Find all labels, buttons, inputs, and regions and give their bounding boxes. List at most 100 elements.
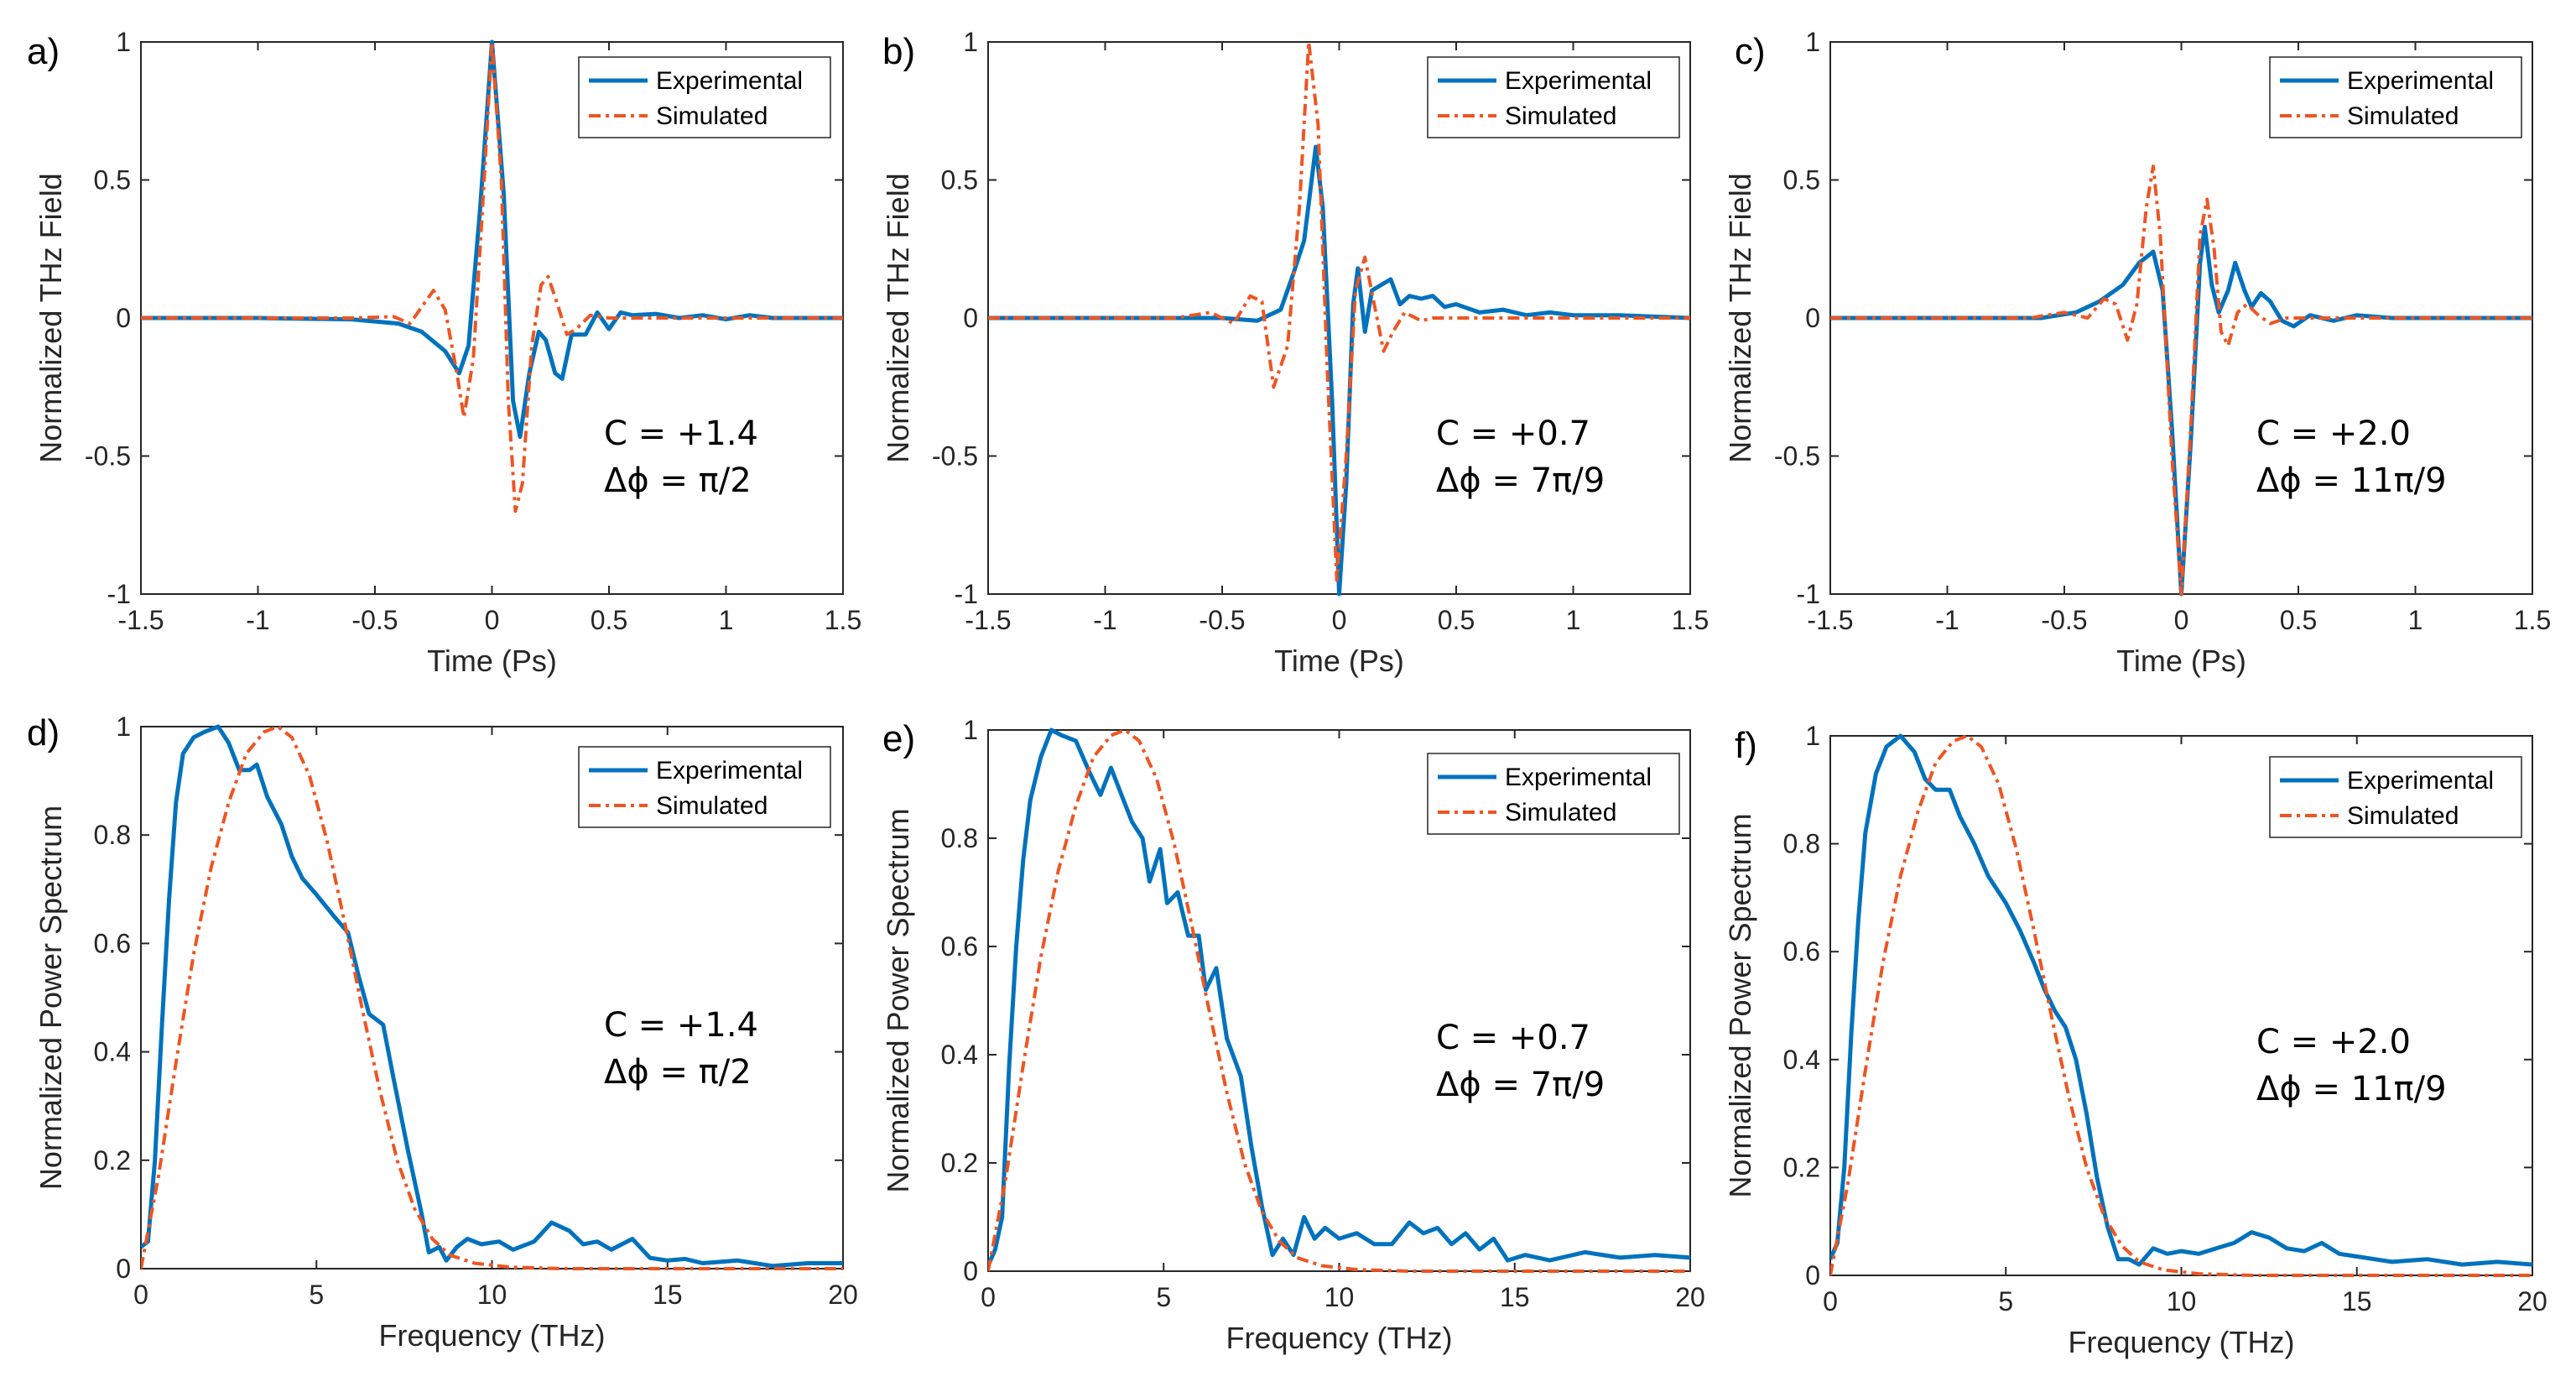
legend-label: Experimental [2347, 67, 2494, 95]
legend-label: Simulated [2347, 802, 2459, 830]
legend-label: Simulated [2347, 102, 2459, 130]
x-tick-label: 5 [1998, 1286, 2013, 1316]
x-tick-label: -1.5 [117, 605, 164, 635]
x-tick-label: 1 [2408, 605, 2423, 635]
y-axis-label: Normalized Power Spectrum [881, 808, 915, 1192]
x-tick-label: 20 [2517, 1286, 2547, 1316]
y-tick-label: 1 [963, 715, 978, 745]
y-tick-label: 1 [963, 27, 978, 57]
legend-box [578, 746, 831, 828]
x-tick-label: -1.5 [1807, 605, 1853, 635]
x-tick-label: 15 [653, 1280, 683, 1310]
x-tick-label: -0.5 [1199, 605, 1245, 635]
x-tick-label: 0 [2174, 605, 2189, 635]
x-axis-label: Frequency (THz) [378, 1318, 605, 1353]
y-tick-label: 0.6 [94, 928, 131, 958]
annotation-phase: Δϕ = π/2 [604, 1053, 752, 1092]
legend-label: Experimental [1505, 67, 1652, 95]
y-tick-label: 0 [963, 303, 978, 333]
x-tick-label: -1 [1935, 605, 1959, 635]
y-tick-label: 0 [1805, 1260, 1820, 1290]
x-axis-label: Time (Ps) [2116, 644, 2246, 678]
x-tick-label: 0 [133, 1280, 148, 1310]
annotation-phase: Δϕ = 7π/9 [1436, 1066, 1605, 1104]
x-tick-label: 5 [1156, 1282, 1171, 1312]
annotation-c-value: C = +0.7 [1436, 1019, 1590, 1057]
y-tick-label: 0.5 [94, 165, 131, 196]
legend-box [2269, 56, 2522, 138]
y-tick-label: 0.4 [941, 1040, 978, 1070]
legend: Experimental Simulated [578, 56, 831, 138]
y-tick-label: -1 [107, 579, 131, 609]
legend: Experimental Simulated [1427, 753, 1680, 835]
y-tick-label: 0.5 [1783, 165, 1820, 196]
y-tick-label: -1 [1797, 579, 1820, 609]
y-tick-label: 0.5 [941, 165, 978, 196]
y-axis-label: Normalized THz Field [34, 173, 68, 462]
y-tick-label: 0 [116, 1254, 131, 1284]
experimental-line [988, 727, 1690, 1267]
annotation-phase: Δϕ = π/2 [604, 461, 752, 500]
x-tick-label: 10 [2167, 1286, 2197, 1316]
annotation-phase: Δϕ = 11π/9 [2256, 461, 2447, 500]
y-tick-label: 0.6 [941, 931, 978, 962]
x-tick-label: 0 [1823, 1286, 1838, 1316]
y-tick-label: 0 [116, 303, 131, 333]
x-tick-label: 5 [309, 1280, 324, 1310]
legend-box [1427, 753, 1680, 835]
x-tick-label: 0 [981, 1282, 996, 1312]
x-tick-label: 10 [477, 1280, 507, 1310]
x-tick-label: 0 [485, 605, 500, 635]
y-tick-label: 1 [1805, 721, 1820, 751]
y-tick-label: 1 [116, 27, 131, 57]
legend-box [1427, 56, 1680, 138]
x-tick-label: -1.5 [965, 605, 1011, 635]
panel-label: e) [882, 718, 915, 759]
legend: Experimental Simulated [1427, 56, 1680, 138]
annotation-phase: Δϕ = 7π/9 [1436, 461, 1605, 500]
x-tick-label: -0.5 [351, 605, 398, 635]
x-tick-label: 15 [2342, 1286, 2372, 1316]
y-tick-label: 0.2 [94, 1145, 131, 1176]
y-tick-label: -0.5 [1774, 441, 1820, 472]
x-tick-label: 0.5 [591, 605, 627, 635]
panel-label: b) [882, 31, 915, 72]
simulated-line [988, 728, 1690, 1273]
x-tick-label: -1 [246, 605, 269, 635]
y-tick-label: 1 [1805, 27, 1820, 57]
y-tick-label: 0 [1805, 303, 1820, 333]
simulated-line [141, 40, 843, 514]
simulated-line [988, 40, 1690, 582]
experimental-line [141, 39, 843, 439]
x-tick-label: 15 [1500, 1282, 1530, 1312]
legend-label: Simulated [656, 792, 768, 820]
simulated-line [1830, 164, 2532, 596]
y-tick-label: 1 [116, 712, 131, 742]
legend: Experimental Simulated [578, 746, 831, 828]
panel-label: c) [1735, 31, 1766, 72]
y-tick-label: 0.8 [94, 820, 131, 850]
annotation-c-value: C = +1.4 [604, 1006, 758, 1045]
legend-box [578, 56, 831, 138]
y-tick-label: -1 [955, 579, 978, 609]
x-tick-label: 1 [719, 605, 734, 635]
y-tick-label: 0.2 [1783, 1152, 1820, 1182]
y-axis-label: Normalized Power Spectrum [34, 805, 68, 1190]
legend-label: Simulated [656, 102, 768, 130]
x-tick-label: 0.5 [1438, 605, 1475, 635]
x-tick-label: -0.5 [2041, 605, 2087, 635]
annotation-c-value: C = +0.7 [1436, 414, 1590, 453]
y-tick-label: 0.8 [941, 823, 978, 853]
y-tick-label: 0.6 [1783, 936, 1820, 967]
x-axis-label: Frequency (THz) [1226, 1321, 1452, 1355]
y-tick-label: 0.4 [1783, 1045, 1820, 1075]
x-tick-label: 0 [1332, 605, 1347, 635]
y-tick-label: -0.5 [932, 441, 978, 472]
y-axis-label: Normalized Power Spectrum [1723, 813, 1757, 1197]
legend-label: Simulated [1505, 102, 1616, 130]
legend-label: Experimental [1505, 764, 1652, 791]
legend-label: Experimental [656, 757, 803, 785]
x-tick-label: -1 [1093, 605, 1116, 635]
